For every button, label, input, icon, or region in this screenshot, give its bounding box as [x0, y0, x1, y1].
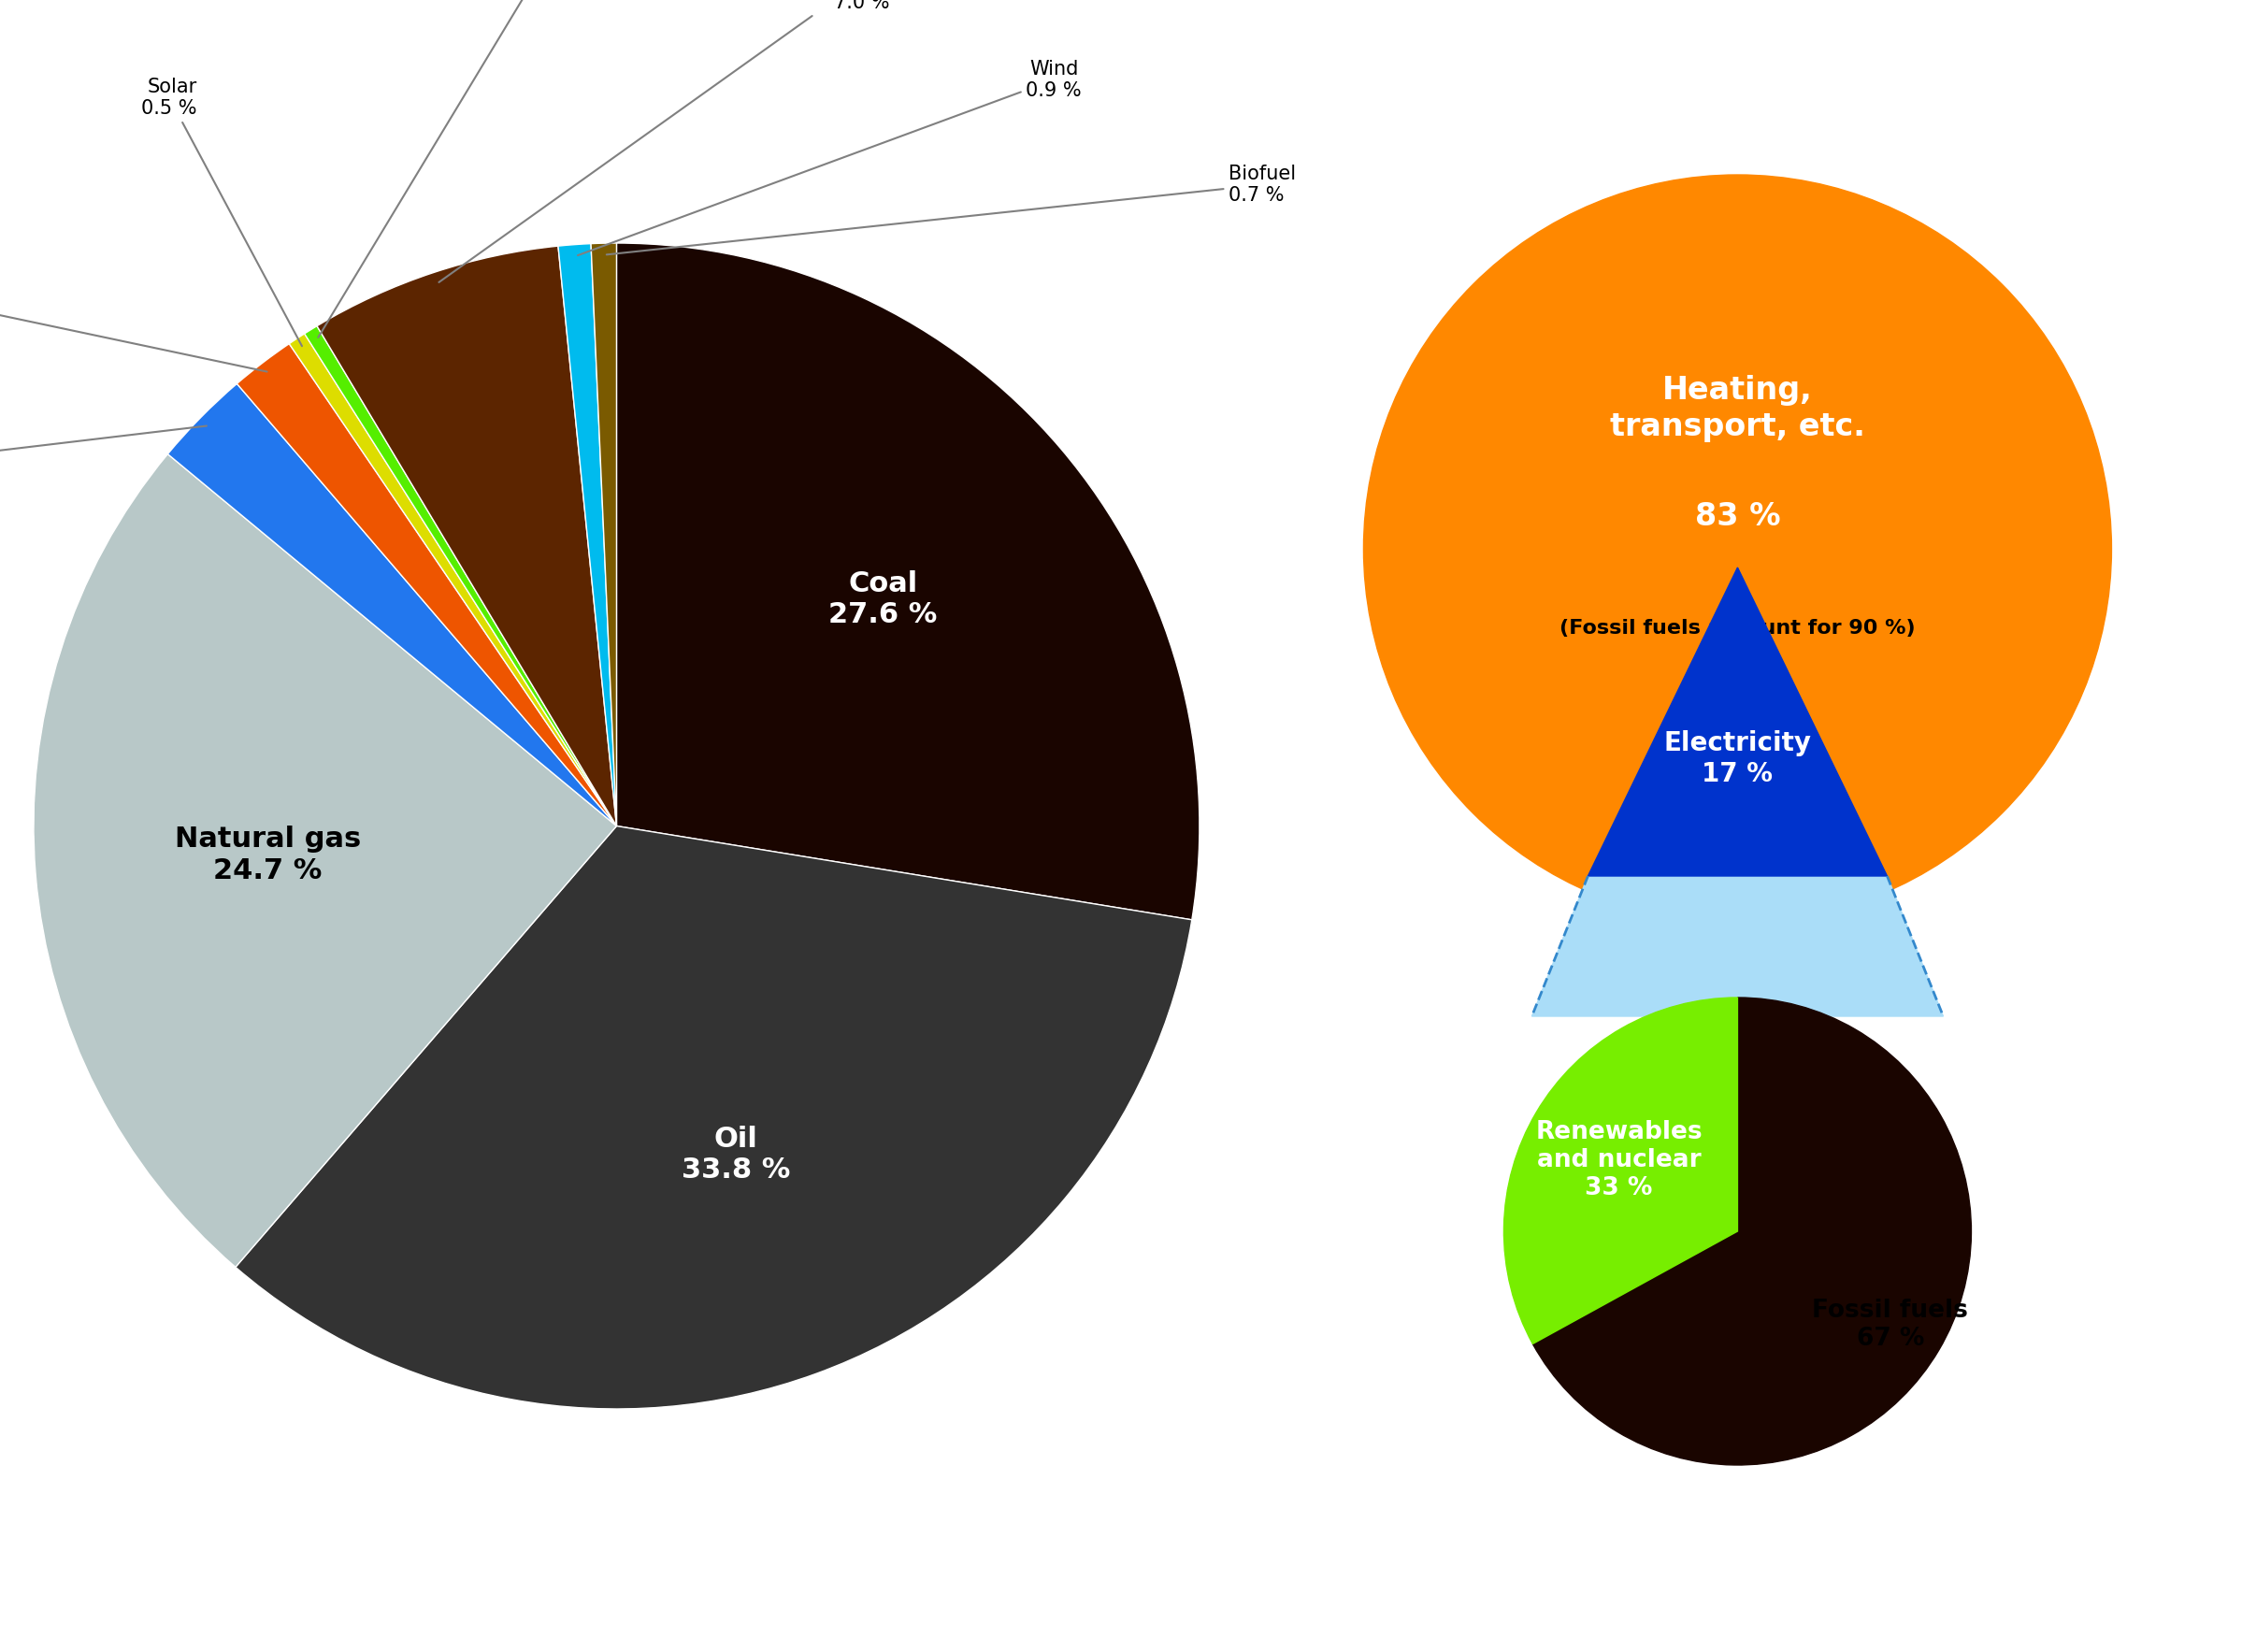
Wedge shape [289, 334, 617, 826]
Text: Traditional
biomass
7.0 %: Traditional biomass 7.0 % [439, 0, 912, 282]
Text: Electricity
17 %: Electricity 17 % [1664, 730, 1812, 786]
Text: Coal
27.6 %: Coal 27.6 % [830, 570, 937, 629]
Wedge shape [34, 454, 617, 1267]
Text: Solar
0.5 %: Solar 0.5 % [141, 78, 303, 345]
Text: Nuclear
1.8 %: Nuclear 1.8 % [0, 269, 267, 372]
Wedge shape [168, 383, 617, 826]
Text: 83 %: 83 % [1695, 501, 1780, 532]
Text: Heating,
transport, etc.: Heating, transport, etc. [1610, 375, 1865, 441]
Wedge shape [305, 325, 617, 826]
Wedge shape [1504, 998, 1738, 1343]
Text: Wind
0.9 %: Wind 0.9 % [578, 59, 1081, 256]
Text: Hydro
2.7 %: Hydro 2.7 % [0, 426, 206, 509]
Polygon shape [1531, 876, 1944, 1016]
Wedge shape [558, 243, 617, 826]
Wedge shape [238, 344, 617, 826]
Polygon shape [1587, 568, 1888, 876]
Text: Fossil fuels
67 %: Fossil fuels 67 % [1812, 1298, 1968, 1351]
Text: Natural gas
24.7 %: Natural gas 24.7 % [175, 826, 361, 884]
Wedge shape [316, 246, 617, 826]
Wedge shape [235, 826, 1193, 1409]
Circle shape [1363, 175, 2112, 923]
Text: Other
Renewables
0.4 %: Other Renewables 0.4 % [318, 0, 617, 337]
Wedge shape [1534, 998, 1971, 1465]
Text: Oil
33.8 %: Oil 33.8 % [682, 1125, 791, 1184]
Wedge shape [592, 243, 617, 826]
Text: (Fossil fuels account for 90 %): (Fossil fuels account for 90 %) [1560, 620, 1915, 638]
Text: Biofuel
0.7 %: Biofuel 0.7 % [608, 165, 1296, 254]
Wedge shape [617, 243, 1199, 920]
Text: Renewables
and nuclear
33 %: Renewables and nuclear 33 % [1536, 1120, 1702, 1201]
